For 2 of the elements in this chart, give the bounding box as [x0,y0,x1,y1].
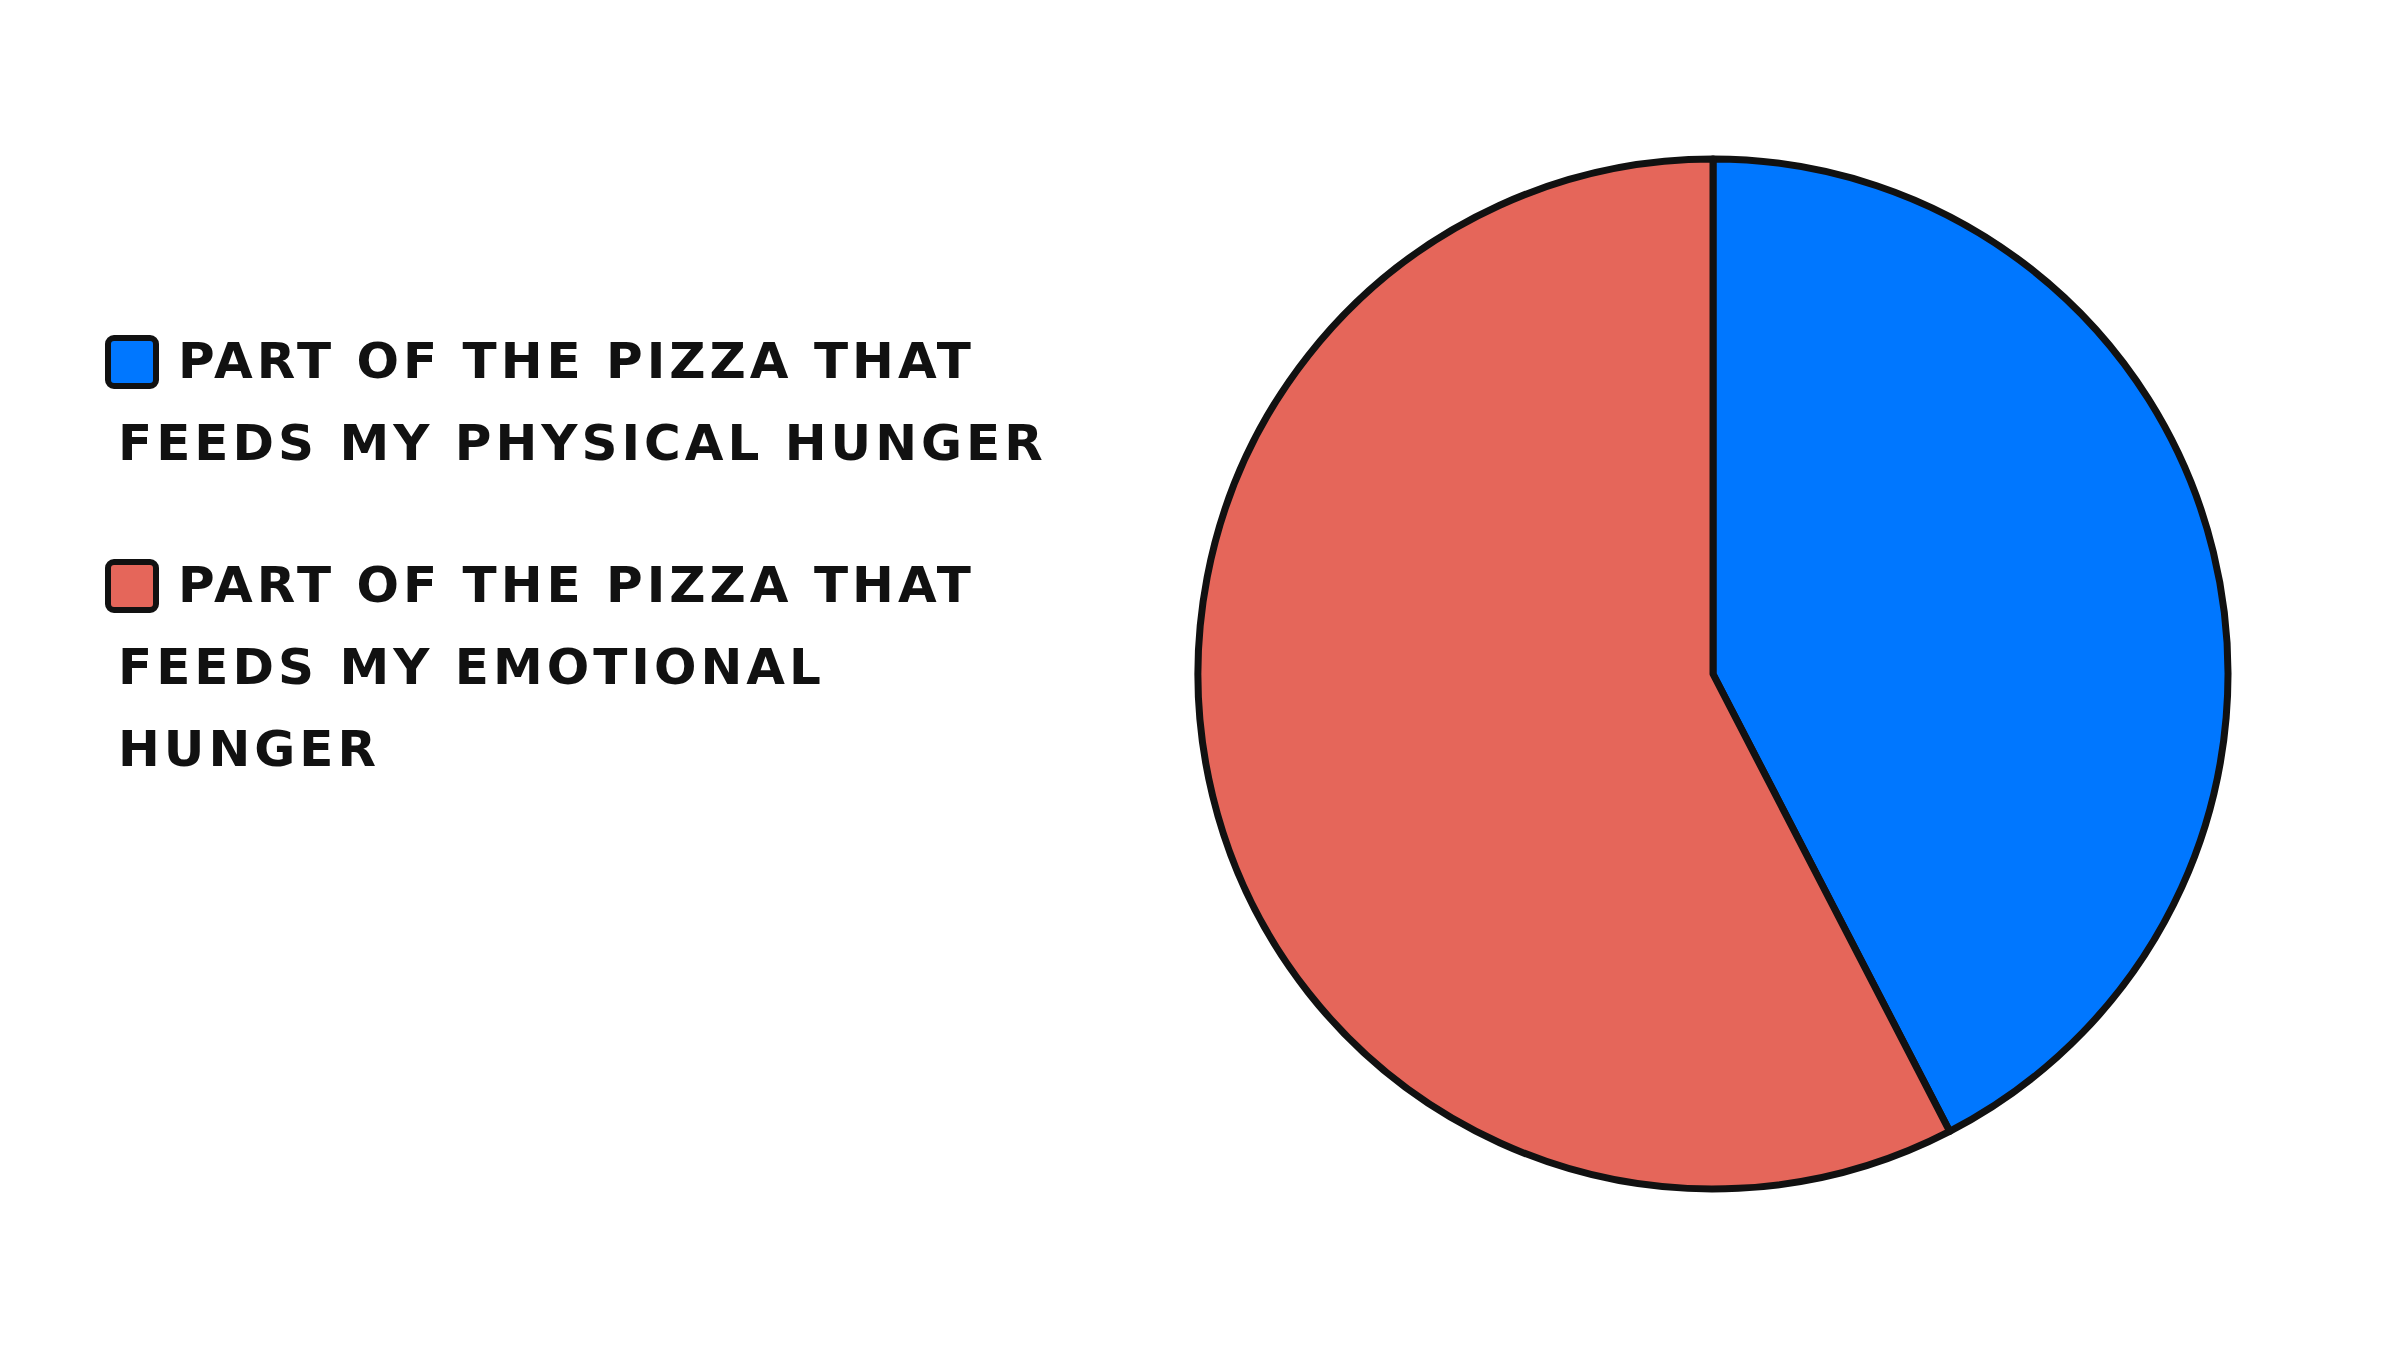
legend-label: PART OF THE PIZZA THAT FEEDS MY PHYSICAL HUNGER [118,332,1047,472]
legend-label: PART OF THE PIZZA THAT FEEDS MY EMOTIONAL HUNGER [118,556,975,778]
